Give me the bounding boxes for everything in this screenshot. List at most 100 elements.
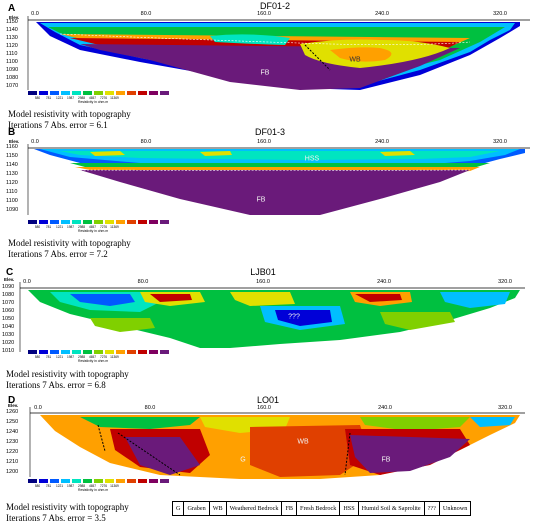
panel-title-a: DF01-2	[259, 1, 291, 11]
y-tick: 1090	[2, 284, 15, 290]
y-tick: 1090	[6, 207, 19, 213]
x-tick: 240.0	[375, 139, 389, 145]
y-tick: 1100	[6, 198, 18, 204]
x-tick: 240.0	[378, 405, 392, 411]
zone-label-unknown: ???	[288, 313, 300, 321]
x-tick: 240.0	[377, 279, 391, 285]
y-tick: 1110	[6, 51, 18, 57]
resistivity-scale	[28, 91, 171, 95]
legend-desc: Unknown	[442, 505, 468, 512]
panel-letter-a: A	[8, 3, 16, 14]
y-tick: 1030	[2, 332, 15, 338]
panel-c: C LJB01 Elev. 0.0 80.0 160.0 240.0 320.0…	[0, 262, 550, 392]
scale-unit: Resistivity in ohm.m	[78, 359, 109, 363]
legend-desc: Humid Soil & Saprolite	[359, 502, 425, 515]
x-tick: 0.0	[23, 279, 31, 285]
y-tick: 1220	[6, 449, 19, 455]
caption-a: Model resistivity with topography Iterati…	[8, 109, 131, 130]
legend-abbr: FB	[282, 502, 298, 515]
zone-label-fb: FB	[260, 69, 270, 77]
x-tick: 320.0	[498, 279, 512, 285]
panel-letter-d: D	[8, 395, 16, 406]
panel-b: B DF01-3 Elev. 0.0 80.0 160.0 240.0 320.…	[0, 127, 550, 259]
x-tick: 160.0	[257, 405, 271, 411]
y-tick: 1080	[6, 75, 19, 81]
zone-label-fb: FB	[381, 456, 391, 464]
x-tick: 320.0	[493, 139, 507, 145]
scale-unit: Resistivity in ohm.m	[78, 488, 109, 492]
caption-c: Model resistivity with topography Iterati…	[6, 369, 129, 390]
scale-unit: Resistivity in ohm.m	[78, 100, 109, 104]
y-tick: 1110	[6, 189, 18, 195]
x-tick: 160.0	[257, 139, 271, 145]
x-tick: 320.0	[493, 11, 507, 17]
legend-abbr: WB	[210, 502, 227, 515]
x-tick: 80.0	[140, 11, 152, 17]
legend-abbr: G	[173, 502, 185, 515]
y-tick: 1230	[6, 439, 19, 445]
elev-label-b: Elev.	[9, 139, 20, 144]
legend-desc: Weathered Bedrock	[227, 502, 283, 515]
y-tick: 1080	[2, 292, 15, 298]
x-tick: 240.0	[375, 11, 389, 17]
y-tick: 1160	[6, 144, 18, 150]
legend-desc: Fresh Bedrock	[297, 502, 341, 515]
y-tick: 1260	[6, 409, 19, 415]
scale-values: 580 781 1221 1987 2988 4657 7276 11369	[34, 96, 119, 100]
elev-label-d: Elev.	[8, 403, 19, 408]
y-tick: 1140	[6, 27, 18, 33]
x-tick: 0.0	[31, 139, 39, 145]
x-tick: 320.0	[498, 405, 512, 411]
y-tick: 1250	[6, 419, 19, 425]
panel-letter-c: C	[6, 267, 14, 278]
y-tick: 1150	[6, 153, 18, 159]
y-tick: 1090	[6, 67, 19, 73]
resistivity-scale	[28, 479, 171, 483]
y-tick: 1120	[6, 180, 18, 186]
y-tick: 1040	[2, 324, 15, 330]
y-tick: 1200	[6, 469, 19, 475]
y-tick: 1130	[6, 35, 18, 41]
x-tick: 160.0	[257, 11, 271, 17]
x-tick: 0.0	[31, 11, 39, 17]
resistivity-scale	[28, 350, 171, 354]
x-tick: 80.0	[144, 405, 156, 411]
y-tick: 1020	[2, 340, 15, 346]
y-tick: 1010	[2, 348, 15, 354]
panel-title-c: LJB01	[250, 267, 276, 277]
scale-unit: Resistivity in ohm.m	[78, 229, 109, 233]
zone-label-wb: WB	[349, 56, 361, 64]
x-tick: 0.0	[34, 405, 42, 411]
legend-abbr: HSS	[340, 502, 359, 515]
panel-d: D LO01 Elev. 0.0 80.0 160.0 240.0 320.0 …	[0, 395, 550, 525]
scale-values: 580 781 1221 1987 2988 4657 7276 11369	[34, 484, 119, 488]
legend-abbr: ???	[425, 502, 440, 515]
section-b-plot	[27, 144, 530, 215]
panel-title-d: LO01	[256, 395, 280, 405]
y-tick: 1150	[6, 19, 18, 25]
y-tick: 1120	[6, 43, 18, 49]
elev-label-c: Elev.	[4, 277, 15, 282]
y-tick: 1050	[2, 316, 15, 322]
y-tick: 1240	[6, 429, 19, 435]
zone-label-fb: FB	[256, 196, 266, 204]
section-c-plot	[19, 282, 525, 352]
y-tick: 1060	[2, 308, 15, 314]
x-tick: 80.0	[137, 279, 149, 285]
scale-values: 580 781 1221 1987 2988 4657 7276 11369	[34, 225, 119, 229]
y-tick: 1070	[2, 300, 15, 306]
resistivity-scale	[28, 220, 171, 224]
x-tick: 80.0	[140, 139, 152, 145]
y-tick: 1100	[6, 59, 18, 65]
y-tick: 1130	[6, 171, 18, 177]
y-tick: 1070	[6, 83, 19, 89]
panel-a: A DF01-2 Elev. 0.0 80.0 160.0 240.0 320.…	[0, 0, 550, 130]
legend-desc: Graben	[184, 502, 210, 515]
section-a-plot	[27, 16, 530, 90]
y-tick: 1210	[6, 459, 19, 465]
panel-letter-b: B	[8, 127, 16, 138]
scale-values: 580 781 1221 1987 2988 4657 7276 11369	[34, 355, 119, 359]
panel-title-b: DF01-3	[254, 127, 286, 137]
x-tick: 160.0	[256, 279, 270, 285]
abbreviation-legend: G Graben WB Weathered Bedrock FB Fresh B…	[172, 501, 472, 516]
